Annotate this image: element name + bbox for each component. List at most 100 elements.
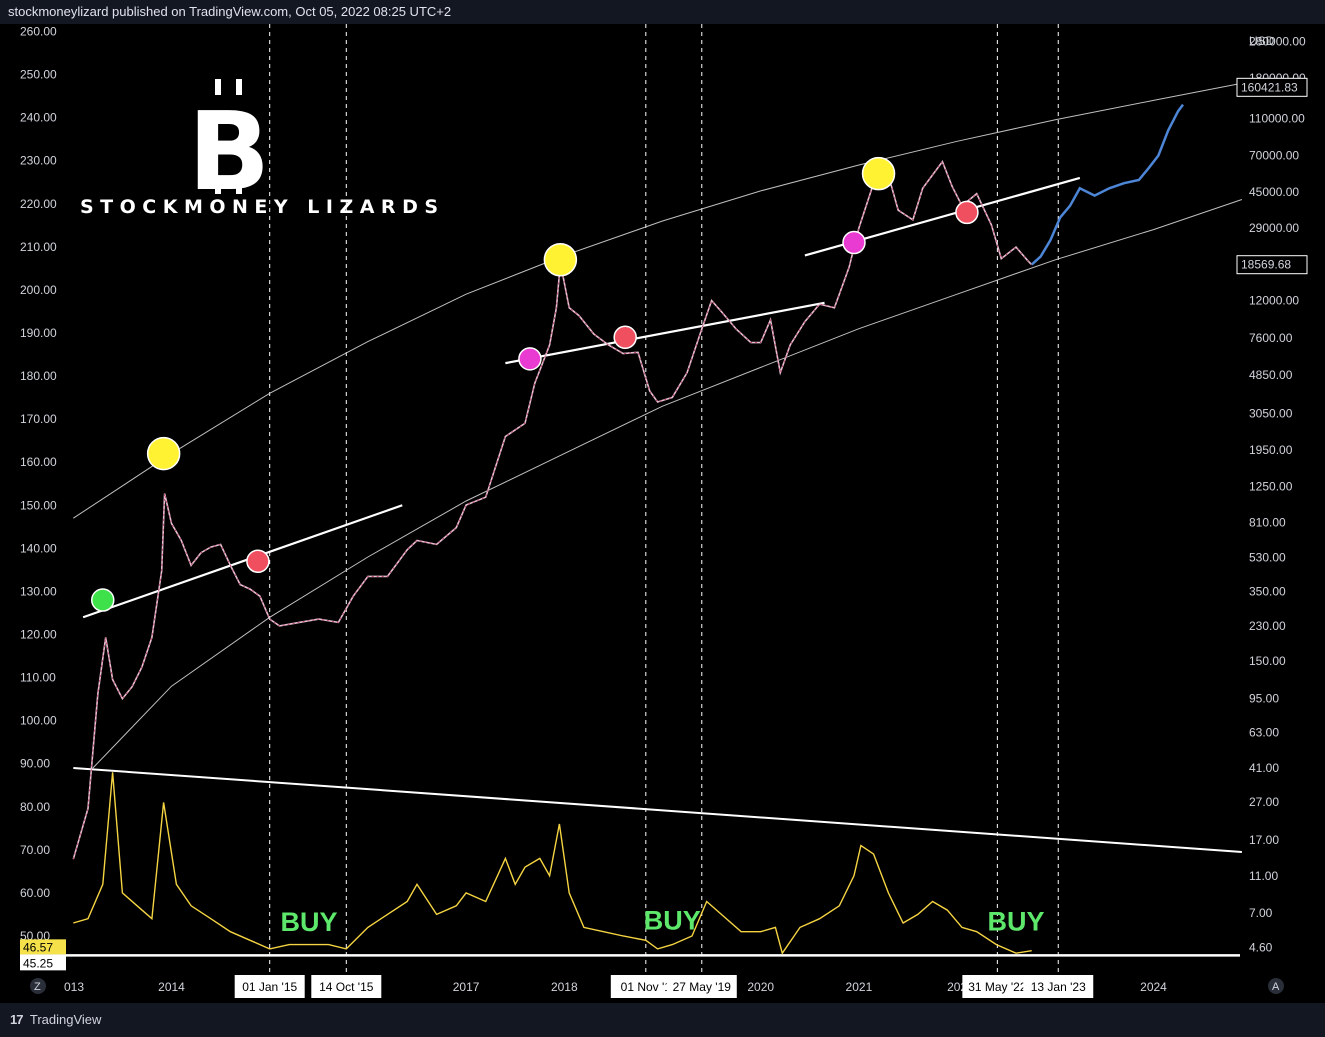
date-marker-label: 01 Jan '15: [242, 980, 297, 994]
signal-marker: [955, 200, 979, 225]
buy-annotation: BUY: [280, 907, 337, 937]
signal-marker: [91, 588, 115, 612]
tradingview-brand[interactable]: 17 TradingView: [10, 1012, 101, 1027]
tradingview-label: TradingView: [29, 1012, 102, 1027]
right-axis-tick-label: 3050.00: [1249, 406, 1293, 420]
right-axis-tick-label: 530.00: [1249, 550, 1286, 564]
right-axis-tick-label: 280000.00: [1249, 35, 1306, 49]
right-axis-tick-label: 4.60: [1249, 941, 1273, 955]
date-marker-label: 14 Oct '15: [319, 980, 374, 994]
signal-marker: [246, 549, 270, 574]
left-axis-tick-label: 170.00: [20, 412, 57, 426]
auto-scale-button-label: A: [1272, 981, 1280, 993]
date-marker-tag: [311, 975, 382, 998]
oscillator-trend-line: [73, 766, 1242, 853]
left-axis-tick-label: 130.00: [20, 584, 57, 598]
signal-marker: [842, 230, 866, 255]
signal-marker: [518, 347, 542, 371]
right-axis-tick-label: 17.00: [1249, 833, 1279, 847]
bitcoin-logo-icon: B: [188, 90, 270, 215]
left-axis-tick-label: 260.00: [20, 25, 57, 39]
current-value-high-label: 46.57: [23, 940, 53, 954]
right-axis-tick-label: 27.00: [1249, 795, 1279, 809]
chart-area[interactable]: B STOCKMONEY LIZARDS BUY BUY BUY 260.00 250…: [0, 24, 1325, 1003]
x-axis-year-label: 2014: [158, 980, 185, 994]
signal-marker: [861, 156, 896, 191]
date-marker-label: 31 May '22: [968, 980, 1027, 994]
right-axis-tick-label: 12000.00: [1249, 294, 1299, 308]
left-axis-tick-label: 230.00: [20, 154, 57, 168]
footer-bar: 17 TradingView: [0, 1003, 1325, 1037]
current-value-low-tag: [20, 955, 66, 971]
right-axis-tick-label: 150.00: [1249, 654, 1286, 668]
left-axis-tick-label: 180.00: [20, 369, 57, 383]
left-axis-tick-label: 240.00: [20, 111, 57, 125]
date-marker-tag: [610, 975, 681, 998]
price-tag: [1236, 77, 1308, 97]
right-axis-tick-label: 95.00: [1249, 692, 1279, 706]
right-axis-tick-label: 29000.00: [1249, 221, 1299, 235]
zoom-button-label: Z: [34, 981, 41, 993]
right-axis-tick-label: 1950.00: [1249, 443, 1293, 457]
left-axis-tick-label: 140.00: [20, 541, 57, 555]
price-series-candles: [72, 160, 1032, 860]
left-axis-tick-label: 190.00: [20, 326, 57, 340]
right-axis-tick-label: 7.00: [1249, 906, 1273, 920]
publish-header: stockmoneylizard published on TradingVie…: [0, 0, 1325, 24]
left-axis-tick-label: 120.00: [20, 627, 57, 641]
price-tag-label: 160421.83: [1241, 80, 1298, 94]
left-axis-tick-label: 210.00: [20, 240, 57, 254]
current-value-low-label: 45.25: [23, 956, 53, 970]
auto-scale-button[interactable]: [1268, 978, 1284, 994]
trend-line: [505, 301, 825, 365]
left-axis-tick-label: 70.00: [20, 843, 50, 857]
x-axis-year-label: 013: [64, 980, 84, 994]
right-axis-tick-label: 4850.00: [1249, 368, 1293, 382]
date-marker-tag: [666, 975, 737, 998]
left-axis-tick-label: 200.00: [20, 283, 57, 297]
right-axis-tick-label: 41.00: [1249, 761, 1279, 775]
left-axis-tick-label: 110.00: [20, 671, 56, 685]
right-axis-tick-label: 63.00: [1249, 725, 1279, 739]
date-marker-label: 01 Nov '1: [621, 980, 672, 994]
x-axis-year-label: 2021: [846, 980, 873, 994]
left-axis-tick-label: 220.00: [20, 197, 57, 211]
date-marker-tag: [1023, 975, 1094, 998]
zoom-button[interactable]: [30, 978, 46, 994]
buy-annotation: BUY: [644, 906, 701, 936]
x-axis-year-label: 2020: [747, 980, 774, 994]
left-axis-tick-label: 90.00: [20, 757, 50, 771]
currency-label: USD: [1249, 34, 1275, 48]
date-marker-label: 27 May '19: [673, 980, 732, 994]
channel-upper-line: [73, 82, 1242, 519]
x-axis-year-label: 2017: [453, 980, 480, 994]
trend-line: [82, 504, 403, 619]
x-axis-year-label: 2024: [1140, 980, 1167, 994]
right-axis-tick-label: 230.00: [1249, 619, 1286, 633]
x-axis-year-label: 2018: [551, 980, 578, 994]
left-axis-tick-label: 150.00: [20, 498, 57, 512]
left-axis-tick-label: 250.00: [20, 68, 57, 82]
buy-annotation: BUY: [988, 906, 1045, 936]
tradingview-logo-icon: 17: [10, 1012, 24, 1027]
right-axis-tick-label: 45000.00: [1249, 185, 1299, 199]
signal-marker: [146, 436, 181, 471]
left-axis-tick-label: 160.00: [20, 455, 57, 469]
signal-marker: [543, 243, 578, 277]
channel-lower-line: [92, 199, 1243, 769]
right-axis-tick-label: 110000.00: [1249, 111, 1305, 125]
right-axis-tick-label: 11.00: [1249, 869, 1278, 883]
price-tag: [1236, 255, 1308, 275]
oscillator-series-line: [73, 772, 1032, 955]
brand-block: B STOCKMONEY LIZARDS: [80, 79, 438, 218]
date-marker-tag: [962, 975, 1033, 998]
date-marker-label: 13 Jan '23: [1031, 980, 1086, 994]
right-axis-tick-label: 70000.00: [1249, 149, 1299, 163]
left-axis-tick-label: 100.00: [20, 714, 57, 728]
right-axis-tick-label: 1250.00: [1249, 480, 1293, 494]
right-axis-tick-label: 7600.00: [1249, 331, 1293, 345]
left-axis-tick-label: 80.00: [20, 800, 50, 814]
right-axis-tick-label: 350.00: [1249, 584, 1286, 598]
current-value-high-tag: [20, 939, 66, 955]
x-axis-year-label: 202: [947, 980, 967, 994]
